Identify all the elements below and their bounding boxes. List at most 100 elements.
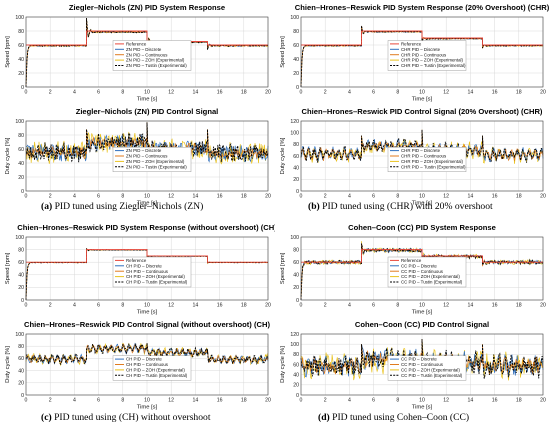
x-tick-label: 4 — [73, 398, 76, 404]
x-tick-label: 10 — [419, 194, 425, 200]
x-tick-label: 14 — [468, 398, 474, 404]
x-tick-label: 18 — [516, 194, 522, 200]
y-tick-label: 80 — [18, 133, 24, 139]
y-tick-label: 60 — [293, 260, 299, 266]
x-tick-label: 12 — [443, 303, 449, 309]
legend-label-reference: Reference — [401, 258, 422, 263]
series-reference — [26, 249, 268, 263]
y-tick-label: 60 — [293, 154, 299, 160]
chart-zn-response: Ziegler–Nichols (ZN) PID System Response… — [5, 3, 271, 103]
caption-c-letter: (c) — [41, 412, 52, 423]
chart-title: Cohen–Coon (CC) PID Control Signal — [355, 320, 489, 329]
x-axis-label: Time [s] — [137, 310, 158, 316]
x-tick-label: 6 — [372, 194, 375, 200]
legend-box — [387, 256, 467, 288]
caption-a: (a) PID tuned using Ziegler–Nichols (ZN) — [41, 201, 203, 212]
y-tick-label: 120 — [290, 332, 299, 338]
x-tick-label: 20 — [540, 194, 546, 200]
y-tick-label: 0 — [21, 189, 24, 195]
x-tick-label: 16 — [217, 303, 223, 309]
y-tick-label: 40 — [293, 165, 299, 171]
series-reference — [26, 30, 268, 46]
x-axis-label: Time [s] — [412, 310, 433, 316]
chart-title: Chien–Hrones–Reswick PID Control Signal … — [302, 107, 543, 116]
legend-label-zn-pid-zoh-experimental: ZN PID – ZOH (Experimental) — [126, 58, 185, 63]
series-group — [300, 129, 544, 164]
caption-d-text: PID tuned using Cohen–Coon (CC) — [332, 412, 470, 423]
x-tick-label: 0 — [300, 194, 303, 200]
x-tick-label: 2 — [49, 90, 52, 96]
y-axis-label: Duty cycle [%] — [280, 346, 286, 383]
y-tick-label: 20 — [18, 381, 24, 387]
x-tick-label: 18 — [241, 398, 247, 404]
x-tick-label: 16 — [492, 90, 498, 96]
legend-box — [112, 256, 192, 288]
legend-label-reference: Reference — [401, 42, 422, 47]
x-tick-label: 18 — [241, 303, 247, 309]
legend-label-chr-pid-tustin-experimental: CHR PID – Tustin (Experimental) — [401, 63, 466, 68]
x-tick-label: 6 — [97, 303, 100, 309]
chart-title: Chien–Hrones–Reswick PID System Response… — [17, 223, 275, 232]
x-axis-label: Time [s] — [412, 97, 433, 103]
y-tick-label: 80 — [18, 29, 24, 35]
legend-label-chr-pid-zoh-experimental: CHR PID – ZOH (Experimental) — [401, 159, 464, 164]
chart-ch-control: Chien–Hrones–Reswick PID Control Signal … — [5, 320, 271, 411]
legend-label-zn-pid-discrete: ZN PID – Discrete — [126, 47, 162, 52]
chart-cc-control: Cohen–Coon (CC) PID Control Signal 0 2 4 6 8 1… — [280, 320, 546, 411]
legend-label-chr-pid-discrete: CHR PID – Discrete — [401, 148, 441, 153]
x-tick-label: 12 — [168, 398, 174, 404]
x-tick-label: 8 — [396, 398, 399, 404]
series-group — [25, 247, 269, 301]
x-tick-label: 16 — [492, 398, 498, 404]
x-tick-label: 14 — [193, 90, 199, 96]
y-tick-label: 20 — [18, 175, 24, 181]
chart-title: Chien–Hrones–Reswick PID System Response… — [295, 3, 550, 12]
legend-label-cc-pid-zoh-experimental: CC PID – ZOH (Experimental) — [401, 368, 460, 373]
legend-label-chr-pid-zoh-experimental: CHR PID – ZOH (Experimental) — [401, 58, 464, 63]
chart-chr-control: Chien–Hrones–Reswick PID Control Signal … — [280, 107, 546, 207]
y-tick-label: 60 — [18, 260, 24, 266]
legend-label-ch-pid-discrete: CH PID – Discrete — [126, 263, 162, 268]
y-tick-label: 100 — [290, 130, 299, 136]
x-tick-label: 2 — [324, 303, 327, 309]
caption-b-text: PID tuned using (CHR) with 20% overshoot — [322, 201, 493, 212]
x-tick-label: 10 — [419, 303, 425, 309]
x-tick-label: 18 — [516, 398, 522, 404]
x-tick-label: 16 — [492, 194, 498, 200]
chart-cc-response: Cohen–Coon (CC) PID System Response 0 2 4 6 8… — [280, 223, 546, 316]
y-tick-label: 40 — [18, 368, 24, 374]
x-tick-label: 6 — [372, 90, 375, 96]
x-tick-label: 4 — [348, 90, 351, 96]
x-tick-label: 4 — [73, 194, 76, 200]
y-tick-label: 80 — [293, 247, 299, 253]
series-group — [25, 342, 269, 367]
x-tick-label: 10 — [144, 303, 150, 309]
caption-a-text: PID tuned using Ziegler–Nichols (ZN) — [54, 201, 204, 212]
x-tick-label: 2 — [324, 90, 327, 96]
x-axis-label: Time [s] — [137, 201, 158, 207]
x-tick-label: 0 — [300, 398, 303, 404]
x-tick-label: 20 — [540, 303, 546, 309]
chart-zn-control: Ziegler–Nichols (ZN) PID Control Signal 0… — [5, 107, 271, 207]
y-tick-label: 0 — [21, 298, 24, 304]
legend-label-cc-pid-tustin-experimental: CC PID – Tustin (Experimental) — [401, 280, 463, 285]
x-tick-label: 6 — [372, 398, 375, 404]
x-tick-label: 8 — [121, 194, 124, 200]
legend-label-chr-pid-continuous: CHR PID – Continuous — [401, 154, 447, 159]
y-tick-label: 100 — [290, 342, 299, 348]
legend-label-reference: Reference — [126, 258, 147, 263]
chart-chr-response: Chien–Hrones–Reswick PID System Response… — [280, 3, 550, 103]
legend-label-ch-pid-tustin-experimental: CH PID – Tustin (Experimental) — [126, 280, 188, 285]
x-tick-label: 14 — [193, 303, 199, 309]
series-reference — [301, 249, 543, 263]
axes-frame — [25, 120, 269, 192]
y-tick-label: 20 — [18, 71, 24, 77]
caption-a-letter: (a) — [41, 201, 53, 212]
x-tick-label: 20 — [540, 90, 546, 96]
y-tick-label: 80 — [18, 344, 24, 350]
caption-b-letter: (b) — [308, 201, 320, 212]
